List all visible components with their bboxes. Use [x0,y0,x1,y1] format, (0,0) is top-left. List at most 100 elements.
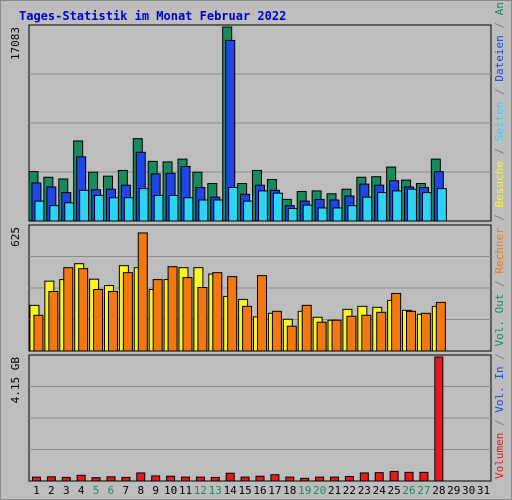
day-label-24: 24 [373,484,387,497]
bar-rechner-day-4 [78,268,89,352]
bar-rechner-day-9 [152,279,163,352]
bar-rechner-day-11 [182,277,193,352]
bar-volumen-day-24 [374,472,384,482]
day-label-9: 9 [152,484,159,497]
day-label-12: 12 [194,484,207,497]
bar-seiten-day-15 [243,200,254,222]
legend-separator: / [493,141,506,161]
bar-volumen-day-23 [359,472,369,482]
bar-rechner-day-17 [271,310,282,352]
day-label-18: 18 [283,484,296,497]
bar-volumen-day-12 [195,476,205,482]
bar-rechner-day-24 [376,311,387,352]
bar-seiten-day-19 [302,204,313,222]
bar-volumen-day-20 [315,476,325,482]
legend-separator: / [493,413,506,433]
bar-seiten-day-22 [347,205,358,222]
day-label-17: 17 [268,484,281,497]
legend-item-2: Vol. Out [493,294,506,347]
day-label-27: 27 [417,484,430,497]
bar-volumen-day-1 [31,476,41,482]
day-label-21: 21 [328,484,341,497]
legend-item-1: Vol. In [493,366,506,412]
day-label-31: 31 [477,484,490,497]
bar-seiten-day-4 [79,189,90,222]
day-label-5: 5 [93,484,100,497]
bar-seiten-day-8 [138,188,149,222]
bar-volumen-day-19 [300,477,310,482]
legend-item-0: Volumen [493,433,506,479]
bar-seiten-day-5 [94,194,105,222]
bar-volumen-day-21 [330,476,340,482]
bar-volumen-day-27 [419,471,429,482]
bar-seiten-day-14 [228,186,239,222]
bar-volumen-day-26 [404,471,414,482]
day-label-30: 30 [462,484,475,497]
day-label-16: 16 [253,484,266,497]
day-label-22: 22 [343,484,356,497]
legend: Volumen / Vol. In / Vol. Out / Rechner /… [493,1,506,479]
bar-volumen-day-9 [151,475,161,482]
bar-seiten-day-27 [421,192,432,222]
day-label-13: 13 [209,484,222,497]
day-label-1: 1 [33,484,40,497]
day-label-15: 15 [238,484,251,497]
bar-rechner-day-3 [63,267,74,352]
bar-seiten-day-20 [317,207,328,222]
day-label-3: 3 [63,484,70,497]
day-label-4: 4 [78,484,85,497]
day-label-10: 10 [164,484,177,497]
day-label-29: 29 [447,484,460,497]
bar-rechner-day-7 [122,272,133,352]
bar-seiten-day-13 [213,199,224,222]
bar-seiten-day-7 [123,197,134,222]
legend-item-7: Anfragen [493,1,506,15]
bar-seiten-day-26 [407,188,418,222]
bar-volumen-day-2 [46,476,56,482]
bar-seiten-day-18 [287,208,298,222]
bar-rechner-day-19 [301,304,312,352]
bar-seiten-day-3 [64,202,75,222]
day-label-19: 19 [298,484,311,497]
bar-rechner-day-16 [257,275,267,352]
legend-separator: / [493,15,506,35]
bar-rechner-day-10 [167,266,178,352]
bar-rechner-day-14 [227,276,238,352]
legend-separator: / [493,347,506,367]
bar-volumen-day-8 [136,472,146,482]
bar-volumen-day-22 [344,476,354,482]
bar-rechner-day-13 [212,272,223,352]
day-label-23: 23 [358,484,371,497]
bar-volumen-day-7 [121,476,131,482]
max-label-volume: 4.15 GB [9,357,22,404]
bar-rechner-day-12 [197,287,208,352]
day-label-11: 11 [179,484,192,497]
bar-volumen-day-25 [389,470,399,482]
bar-volumen-day-13 [210,476,220,482]
bar-volumen-day-15 [240,476,250,482]
bar-seiten-day-16 [258,190,268,222]
bar-volumen-day-5 [91,477,101,482]
bar-rechner-day-6 [107,290,118,352]
bar-seiten-day-9 [153,194,164,222]
bar-rechner-day-22 [346,315,357,352]
legend-item-5: Seiten [493,101,506,141]
chart-title: Tages-Statistik im Monat Februar 2022 [19,9,287,23]
bar-seiten-day-6 [108,197,119,222]
bar-rechner-day-15 [242,305,253,352]
day-label-20: 20 [313,484,326,497]
bar-seiten-day-24 [377,192,388,222]
bar-volumen-day-6 [106,476,116,482]
day-label-8: 8 [137,484,144,497]
bar-rechner-day-1 [33,314,44,352]
bar-rechner-day-28 [435,301,446,352]
legend-item-3: Rechner [493,227,506,274]
day-label-14: 14 [224,484,238,497]
legend-separator: / [493,274,506,294]
bar-seiten-day-21 [332,207,343,222]
bar-volumen-day-14 [225,472,235,482]
bar-seiten-day-12 [198,199,209,222]
bar-seiten-day-17 [272,192,283,222]
